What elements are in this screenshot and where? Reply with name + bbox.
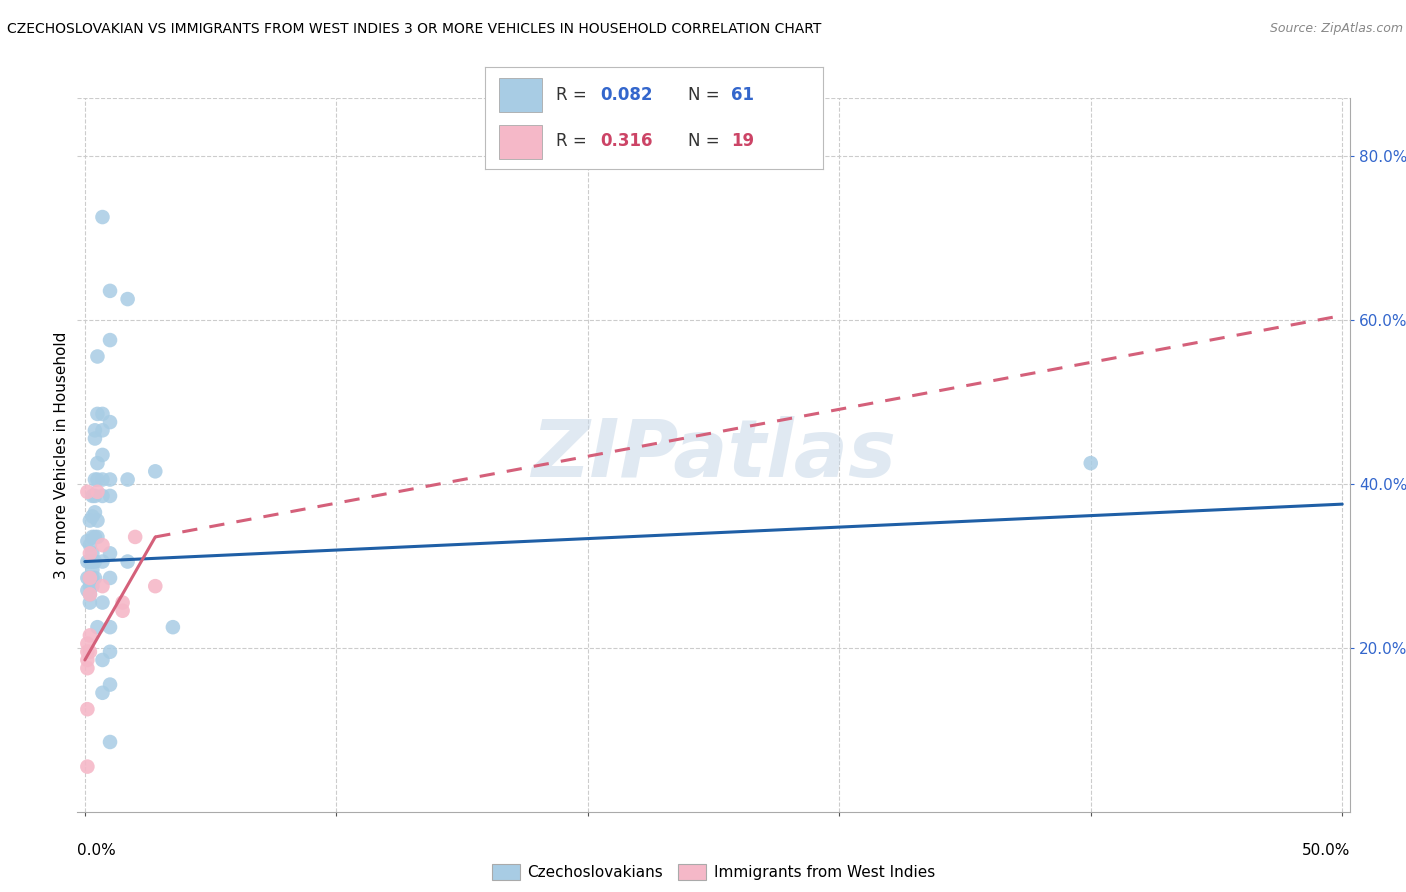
Point xyxy=(91,210,114,224)
Point xyxy=(1080,456,1102,470)
Text: 0.0%: 0.0% xyxy=(77,843,117,858)
Point xyxy=(98,489,121,503)
Point xyxy=(76,534,98,549)
Point xyxy=(86,530,108,544)
Point xyxy=(86,407,108,421)
Point xyxy=(91,423,114,437)
Point xyxy=(82,555,104,569)
Point xyxy=(79,579,101,593)
Point xyxy=(91,473,114,487)
Text: 0.082: 0.082 xyxy=(600,87,652,104)
Point xyxy=(98,735,121,749)
Point xyxy=(79,628,101,642)
Point xyxy=(98,473,121,487)
Legend: Czechoslovakians, Immigrants from West Indies: Czechoslovakians, Immigrants from West I… xyxy=(486,858,941,886)
Point xyxy=(117,555,139,569)
Point xyxy=(98,284,121,298)
Point xyxy=(86,484,108,499)
Point xyxy=(76,484,98,499)
Point xyxy=(82,509,104,524)
Point xyxy=(98,333,121,347)
Point xyxy=(84,489,107,503)
Point xyxy=(98,677,121,691)
Text: 50.0%: 50.0% xyxy=(1302,843,1350,858)
Point xyxy=(98,620,121,634)
Point xyxy=(86,514,108,528)
Point xyxy=(117,473,139,487)
Text: CZECHOSLOVAKIAN VS IMMIGRANTS FROM WEST INDIES 3 OR MORE VEHICLES IN HOUSEHOLD C: CZECHOSLOVAKIAN VS IMMIGRANTS FROM WEST … xyxy=(7,22,821,37)
Point xyxy=(82,489,104,503)
Point xyxy=(84,571,107,585)
Text: Source: ZipAtlas.com: Source: ZipAtlas.com xyxy=(1270,22,1403,36)
Point xyxy=(98,645,121,659)
Point xyxy=(84,505,107,519)
Point xyxy=(86,473,108,487)
Point xyxy=(76,653,98,667)
Text: 19: 19 xyxy=(731,132,755,150)
Point xyxy=(84,555,107,569)
Point xyxy=(79,546,101,560)
Point xyxy=(82,571,104,585)
Point xyxy=(124,530,146,544)
Point xyxy=(79,571,101,585)
Point xyxy=(98,415,121,429)
Point xyxy=(111,604,134,618)
Point xyxy=(82,579,104,593)
Text: R =: R = xyxy=(555,132,592,150)
Point xyxy=(91,448,114,462)
Point xyxy=(86,456,108,470)
Point xyxy=(79,587,101,601)
Text: 0.316: 0.316 xyxy=(600,132,652,150)
Point xyxy=(76,555,98,569)
Point xyxy=(86,620,108,634)
Point xyxy=(117,292,139,306)
Point xyxy=(79,538,101,552)
Point xyxy=(91,538,114,552)
Text: R =: R = xyxy=(555,87,592,104)
Point xyxy=(84,530,107,544)
Point xyxy=(76,571,98,585)
Point xyxy=(79,596,101,610)
Point xyxy=(76,583,98,598)
Point xyxy=(79,555,101,569)
Point xyxy=(79,645,101,659)
Point xyxy=(111,596,134,610)
Bar xyxy=(499,126,543,159)
Point xyxy=(91,579,114,593)
Point xyxy=(82,563,104,577)
Point xyxy=(76,636,98,650)
Point xyxy=(76,645,98,659)
Point xyxy=(91,596,114,610)
Point xyxy=(79,571,101,585)
Y-axis label: 3 or more Vehicles in Household: 3 or more Vehicles in Household xyxy=(53,331,69,579)
Point xyxy=(91,489,114,503)
Point xyxy=(91,555,114,569)
Text: N =: N = xyxy=(688,87,724,104)
Point xyxy=(76,759,98,773)
Point xyxy=(86,350,108,364)
Point xyxy=(82,530,104,544)
Point xyxy=(91,686,114,700)
Point xyxy=(98,546,121,560)
Point xyxy=(162,620,184,634)
Point xyxy=(143,579,166,593)
Point xyxy=(91,653,114,667)
Point xyxy=(76,702,98,716)
Point xyxy=(84,432,107,446)
Text: N =: N = xyxy=(688,132,724,150)
Point xyxy=(79,514,101,528)
Bar xyxy=(499,78,543,112)
Point xyxy=(84,423,107,437)
Point xyxy=(79,587,101,601)
Point xyxy=(91,407,114,421)
Point xyxy=(82,546,104,560)
Point xyxy=(143,464,166,478)
Point xyxy=(76,661,98,675)
Text: 61: 61 xyxy=(731,87,755,104)
Point xyxy=(84,473,107,487)
Text: ZIPatlas: ZIPatlas xyxy=(531,416,896,494)
Point xyxy=(98,571,121,585)
